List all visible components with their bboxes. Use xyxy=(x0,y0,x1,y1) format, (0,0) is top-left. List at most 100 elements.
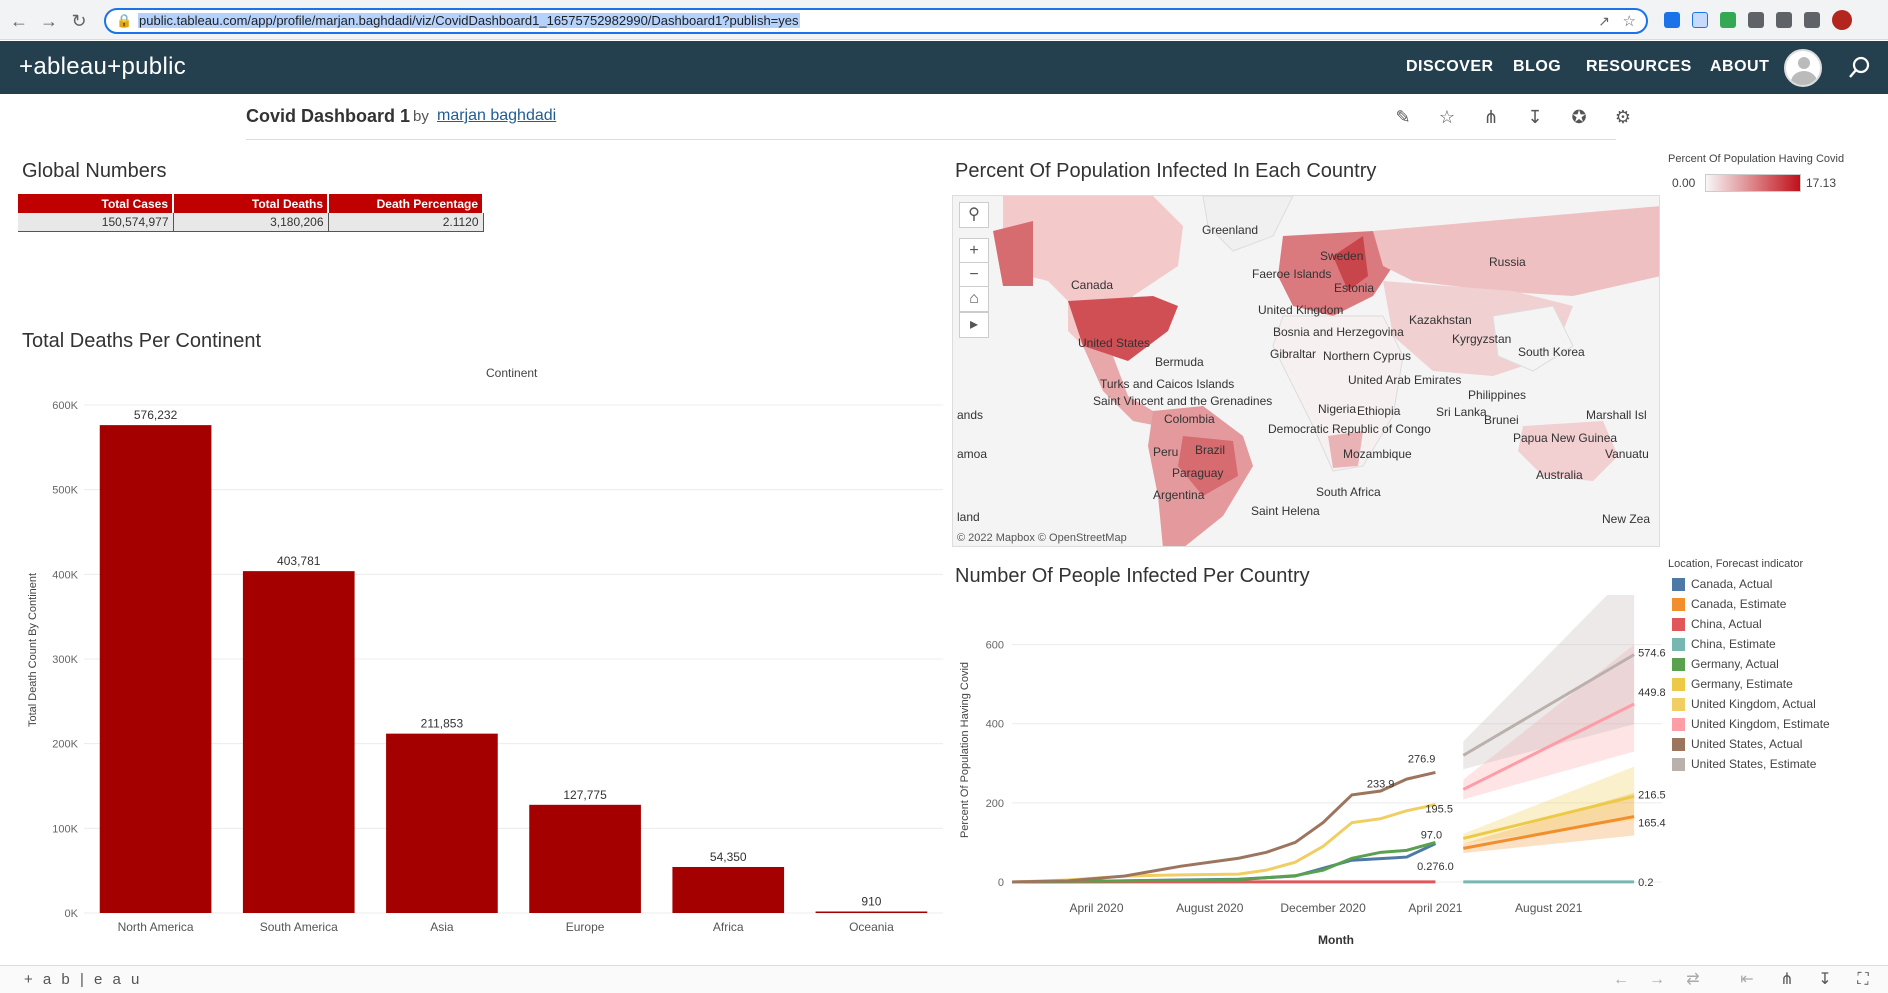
map-label: Ethiopia xyxy=(1357,404,1401,418)
bar-category-label: Oceania xyxy=(849,920,894,934)
media-icon[interactable] xyxy=(1776,12,1792,28)
russia-shape[interactable] xyxy=(1373,206,1660,296)
line-legend: Canada, Actual Canada, Estimate China, Act… xyxy=(1672,577,1882,777)
bookmark-star-icon[interactable]: ☆ xyxy=(1622,13,1636,30)
brazil-shape[interactable] xyxy=(1178,436,1238,496)
first-page-icon[interactable]: ⇤ xyxy=(1740,971,1754,988)
bar-y-tick: 400K xyxy=(52,569,78,581)
feature-icon[interactable]: ✪ xyxy=(1571,107,1587,127)
greenland-shape[interactable] xyxy=(1202,196,1294,252)
map-label: Brunei xyxy=(1484,413,1519,427)
author-link[interactable]: marjan baghdadi xyxy=(437,107,557,124)
back-icon[interactable]: ← xyxy=(10,11,28,31)
tableau-public-logo[interactable]: +ableau+public xyxy=(19,53,187,80)
china-shape[interactable] xyxy=(1492,305,1574,372)
pan-arrow-icon[interactable]: ▸ xyxy=(959,312,989,338)
united-states-shape[interactable] xyxy=(1068,296,1178,361)
zoom-in-icon[interactable]: + xyxy=(959,238,989,264)
legend-item[interactable]: United States, Estimate xyxy=(1672,757,1816,772)
download-icon[interactable]: ↧ xyxy=(1527,107,1543,127)
home-icon[interactable]: ⌂ xyxy=(959,286,989,312)
download-footer-icon[interactable]: ↧ xyxy=(1818,971,1832,988)
map-label: United States xyxy=(1078,336,1151,350)
search-icon[interactable] xyxy=(1848,55,1872,79)
legend-max: 17.13 xyxy=(1806,176,1837,190)
legend-item[interactable]: China, Actual xyxy=(1672,617,1762,632)
bar-europe[interactable] xyxy=(529,804,641,913)
series-line-united-kingdom-actual[interactable] xyxy=(1011,803,1436,884)
series-line-germany-actual[interactable] xyxy=(1011,840,1436,884)
address-bar[interactable]: 🔒 public.tableau.com/app/profile/marjan.… xyxy=(104,8,1648,34)
bar-category-label: North America xyxy=(118,920,194,934)
central-america-shape[interactable] xyxy=(1083,346,1158,426)
extension-icon[interactable] xyxy=(1664,12,1680,28)
map-label: Russia xyxy=(1489,255,1526,269)
redo-icon[interactable]: → xyxy=(1649,971,1665,988)
nav-about[interactable]: ABOUT xyxy=(1710,58,1770,75)
avatar[interactable] xyxy=(1784,49,1822,87)
legend-item[interactable]: Germany, Actual xyxy=(1672,657,1779,672)
south-africa-shape[interactable] xyxy=(1328,431,1363,468)
alaska-shape[interactable] xyxy=(993,221,1033,286)
bar-asia[interactable] xyxy=(386,733,498,913)
series-line-germany-estimate[interactable] xyxy=(1462,794,1635,840)
nav-discover[interactable]: DISCOVER xyxy=(1406,58,1494,75)
sidepanel-icon[interactable] xyxy=(1804,12,1820,28)
legend-item[interactable]: China, Estimate xyxy=(1672,637,1776,652)
bar-y-tick: 0K xyxy=(65,908,79,920)
bar-africa[interactable] xyxy=(672,866,785,913)
edit-icon[interactable]: ✎ xyxy=(1395,107,1411,127)
nav-resources[interactable]: RESOURCES xyxy=(1586,58,1692,75)
series-line-united-kingdom-estimate[interactable] xyxy=(1462,702,1635,791)
share-icon[interactable]: ↗ xyxy=(1598,13,1610,29)
favorite-star-icon[interactable]: ☆ xyxy=(1438,107,1456,127)
map-color-legend: 0.00 17.13 xyxy=(1668,174,1836,192)
australia-shape[interactable] xyxy=(1518,421,1618,481)
legend-item[interactable]: United Kingdom, Actual xyxy=(1672,697,1816,712)
africa-shape[interactable] xyxy=(1272,315,1404,472)
forward-icon[interactable]: → xyxy=(40,11,58,31)
line-x-tick: December 2020 xyxy=(1280,901,1366,915)
scandinavia-shape[interactable] xyxy=(1333,236,1368,291)
bar-value-label: 211,853 xyxy=(421,717,464,731)
legend-item[interactable]: Canada, Estimate xyxy=(1672,597,1786,612)
line-y-axis-label: Percent Of Population Having Covid xyxy=(959,662,971,838)
share-footer-icon[interactable]: ⋔ xyxy=(1780,971,1794,988)
map-label: Estonia xyxy=(1334,281,1375,295)
map-attribution: © 2022 Mapbox © OpenStreetMap xyxy=(957,532,1127,544)
bar-north-america[interactable] xyxy=(99,425,212,913)
series-line-united-states-estimate[interactable] xyxy=(1462,653,1635,757)
legend-item[interactable]: Canada, Actual xyxy=(1672,577,1772,592)
settings-gear-icon[interactable]: ⚙ xyxy=(1614,107,1632,127)
puzzle-icon[interactable] xyxy=(1748,12,1764,28)
map-label: Kyrgyzstan xyxy=(1452,332,1512,346)
fullscreen-icon[interactable]: ⛶ xyxy=(1857,971,1869,988)
bar-category-label: Africa xyxy=(713,920,744,934)
bar-south-america[interactable] xyxy=(242,571,355,913)
bar-value-label: 403,781 xyxy=(277,554,321,568)
series-line-united-states-actual[interactable] xyxy=(1011,770,1436,884)
bar-oceania[interactable] xyxy=(815,911,928,914)
world-map[interactable]: ⚲ + − ⌂ ▸ Greenland Sweden Faeroe Island… xyxy=(952,195,1660,547)
profile-icon[interactable] xyxy=(1832,10,1852,30)
series-line-canada-estimate[interactable] xyxy=(1463,815,1635,850)
legend-item[interactable]: United States, Actual xyxy=(1672,737,1802,752)
canada-shape[interactable] xyxy=(1003,196,1183,346)
url-text[interactable]: public.tableau.com/app/profile/marjan.ba… xyxy=(138,13,800,28)
share-icon[interactable]: ⋔ xyxy=(1483,107,1499,127)
legend-swatch xyxy=(1672,658,1685,672)
header-total-deaths: Total Deaths xyxy=(173,194,329,213)
undo-icon[interactable]: ← xyxy=(1613,971,1629,988)
revert-icon[interactable]: ⇄ xyxy=(1686,971,1700,988)
continent-column-header: Continent xyxy=(486,366,538,380)
legend-item[interactable]: United Kingdom, Estimate xyxy=(1672,717,1830,732)
tableau-footer-logo[interactable]: + a b | e a u xyxy=(24,971,143,988)
audio-extension-icon[interactable] xyxy=(1720,12,1736,28)
nav-blog[interactable]: BLOG xyxy=(1513,58,1562,75)
series-line-canada-actual[interactable] xyxy=(1011,842,1437,884)
zoom-out-icon[interactable]: − xyxy=(959,262,989,288)
map-search-icon[interactable]: ⚲ xyxy=(959,202,989,228)
legend-item[interactable]: Germany, Estimate xyxy=(1672,677,1793,692)
doc-extension-icon[interactable] xyxy=(1692,12,1708,28)
reload-icon[interactable]: ↻ xyxy=(71,11,87,31)
